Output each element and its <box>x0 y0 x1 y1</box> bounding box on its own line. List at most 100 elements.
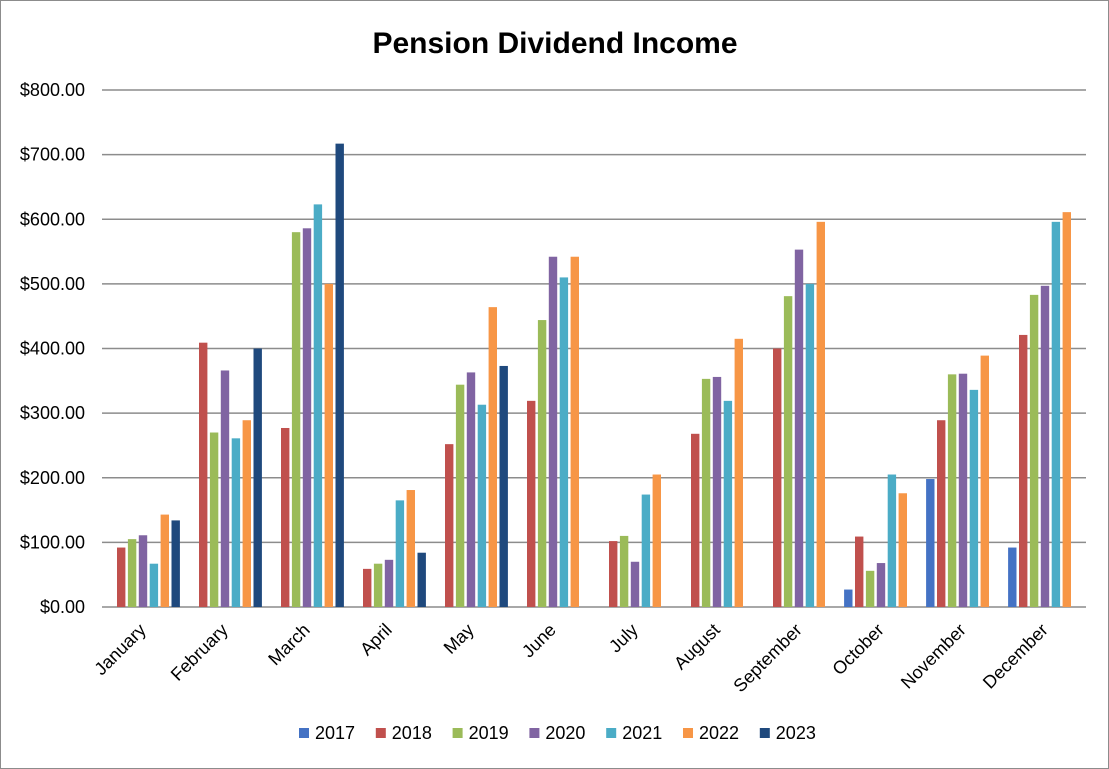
bar <box>445 444 454 607</box>
bar <box>324 283 333 607</box>
bar <box>335 143 344 608</box>
x-tick-label: October <box>828 620 887 679</box>
bar <box>406 490 415 607</box>
bar <box>641 494 651 607</box>
x-tick-label: September <box>729 620 805 696</box>
y-tick-label: $0.00 <box>40 597 85 617</box>
bar <box>363 568 372 607</box>
bar <box>898 493 907 607</box>
bar <box>1062 212 1071 608</box>
bar <box>980 355 989 607</box>
bar <box>609 541 618 607</box>
legend-swatch <box>759 728 770 738</box>
bar <box>926 479 935 607</box>
chart-title: Pension Dividend Income <box>372 27 737 60</box>
x-tick-label: June <box>518 620 560 662</box>
x-tick-label: February <box>167 620 232 685</box>
bar <box>1040 285 1050 607</box>
x-tick-label: January <box>90 620 149 679</box>
legend-swatch <box>452 728 463 738</box>
y-tick-label: $800.00 <box>20 80 85 100</box>
bar <box>816 221 825 607</box>
x-axis-ticks: January February March April May June July Augu… <box>90 620 1051 696</box>
gridlines <box>102 89 1086 608</box>
x-tick-label: November <box>897 620 970 693</box>
bar <box>1051 221 1061 607</box>
bar <box>1029 294 1039 607</box>
legend-label: 2021 <box>622 723 662 743</box>
legend-label: 2020 <box>545 723 585 743</box>
bar <box>281 427 290 607</box>
bar <box>969 389 979 607</box>
y-tick-label: $300.00 <box>20 403 85 423</box>
legend-label: 2023 <box>776 723 816 743</box>
bar <box>477 404 487 607</box>
bar <box>844 589 853 607</box>
legend-swatch <box>683 728 693 738</box>
bar <box>537 320 547 607</box>
x-tick-label: April <box>356 620 396 660</box>
bar <box>876 563 886 607</box>
y-axis-ticks: $0.00 $100.00 $200.00 $300.00 $400.00 $500.00… <box>20 80 85 617</box>
bar <box>937 420 946 607</box>
bar <box>887 474 897 607</box>
bar <box>384 559 394 607</box>
bar <box>548 256 558 607</box>
bar <box>313 204 323 608</box>
y-tick-label: $400.00 <box>20 339 85 359</box>
bar <box>417 552 426 607</box>
legend-label: 2022 <box>699 723 739 743</box>
legend-label: 2019 <box>469 723 509 743</box>
legend-swatch <box>375 728 386 738</box>
bar <box>794 249 804 607</box>
bar <box>373 563 383 607</box>
bar <box>138 535 148 607</box>
bar <box>466 372 476 607</box>
bar <box>773 348 782 607</box>
bar <box>199 342 208 607</box>
bar <box>160 514 169 607</box>
bar <box>242 420 251 607</box>
bar <box>209 432 219 607</box>
bar <box>958 373 968 607</box>
bar <box>455 384 465 607</box>
legend-label: 2018 <box>392 723 432 743</box>
bar <box>499 365 508 607</box>
legend-swatch <box>299 728 309 738</box>
bar <box>865 570 875 607</box>
y-tick-label: $200.00 <box>20 468 85 488</box>
bar <box>805 283 815 607</box>
bar <box>527 400 536 607</box>
bar <box>117 547 126 607</box>
bar <box>488 307 497 607</box>
bar <box>652 474 661 607</box>
bar <box>701 378 711 607</box>
bar <box>570 256 579 607</box>
bar <box>619 535 629 607</box>
y-tick-label: $100.00 <box>20 532 85 552</box>
bar <box>734 338 743 607</box>
bar <box>559 277 569 607</box>
x-tick-label: August <box>670 620 724 674</box>
y-tick-label: $500.00 <box>20 274 85 294</box>
bar <box>712 376 722 607</box>
legend: 2017 2018 2019 2020 2021 2022 2023 <box>299 723 816 743</box>
legend-swatch <box>606 728 617 738</box>
bar <box>723 400 733 607</box>
x-tick-label: December <box>979 620 1052 693</box>
bars <box>117 143 1071 608</box>
x-tick-label: May <box>440 620 478 658</box>
bar <box>220 370 230 607</box>
legend-label: 2017 <box>315 723 355 743</box>
y-tick-label: $700.00 <box>20 145 85 165</box>
bar <box>149 563 159 607</box>
x-tick-label: July <box>605 620 642 657</box>
bar <box>1008 547 1017 607</box>
y-tick-label: $600.00 <box>20 209 85 229</box>
bar <box>291 232 301 608</box>
bar <box>231 438 241 607</box>
bar <box>855 536 864 607</box>
bar <box>127 539 137 607</box>
